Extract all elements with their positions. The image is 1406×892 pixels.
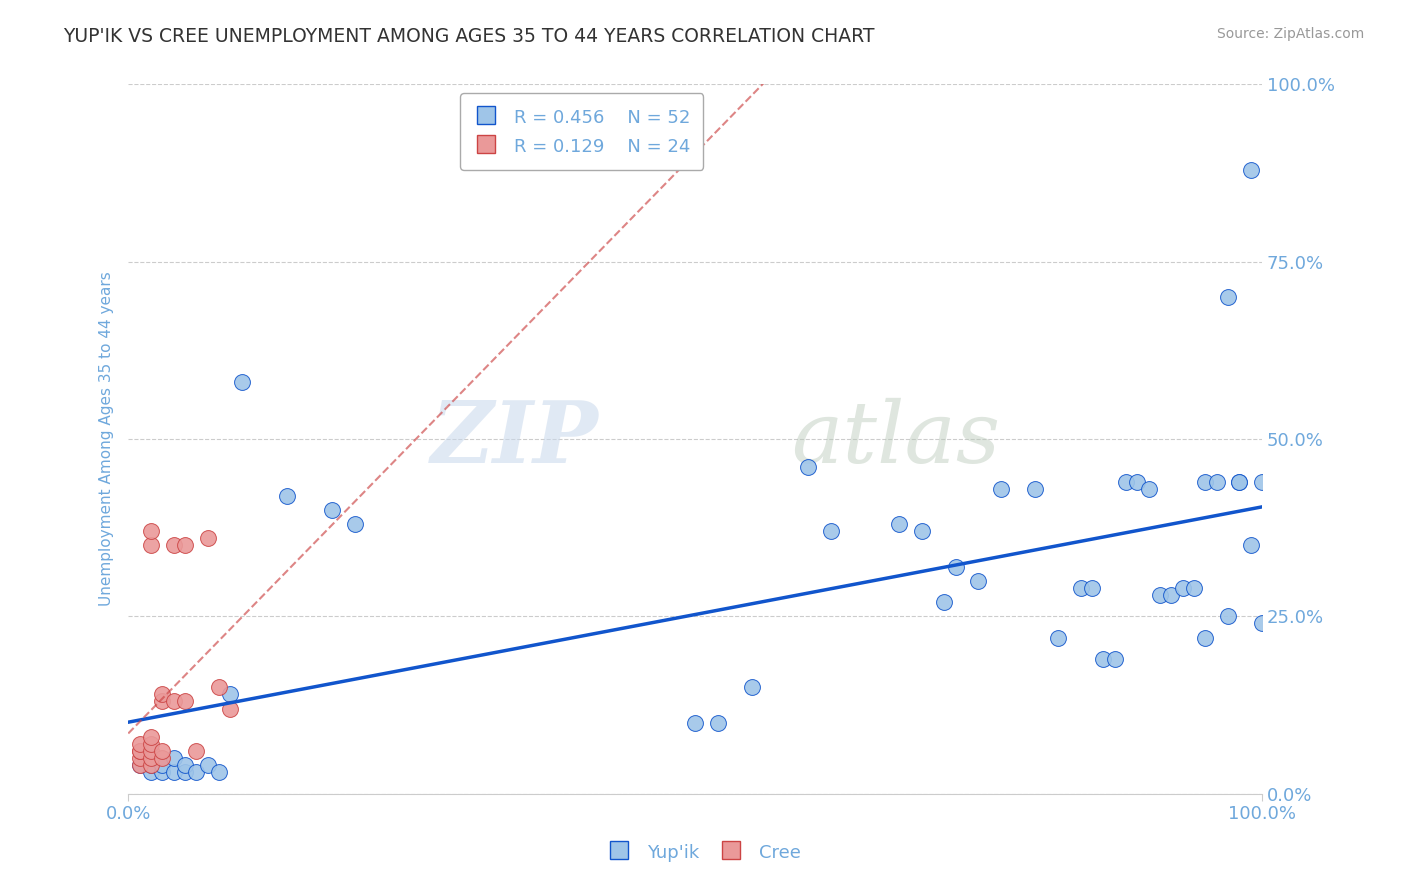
Point (1216, 609, 1239, 624)
Point (1126, 475, 1149, 489)
Point (128, 751, 150, 765)
Point (1251, 616, 1274, 631)
Point (1182, 581, 1205, 595)
Point (139, 524, 162, 539)
Point (186, 744, 208, 758)
Point (967, 574, 990, 588)
Point (1171, 581, 1194, 595)
Point (174, 765, 197, 780)
Point (1104, 652, 1126, 666)
Point (128, 737, 150, 751)
Point (1070, 581, 1092, 595)
Point (1092, 652, 1115, 666)
Text: YUP'IK VS CREE UNEMPLOYMENT AMONG AGES 35 TO 44 YEARS CORRELATION CHART: YUP'IK VS CREE UNEMPLOYMENT AMONG AGES 3… (63, 27, 875, 45)
Point (128, 758, 150, 772)
Point (1115, 475, 1137, 489)
Point (128, 744, 150, 758)
Point (128, 758, 150, 772)
Point (1227, 475, 1250, 489)
Point (139, 538, 162, 552)
Point (174, 758, 197, 772)
Point (208, 765, 231, 780)
Point (197, 758, 219, 772)
Point (1205, 475, 1227, 489)
Point (128, 744, 150, 758)
Point (139, 730, 162, 744)
Text: ZIP: ZIP (430, 397, 599, 481)
Point (150, 694, 173, 708)
Point (139, 744, 162, 758)
Point (1160, 588, 1182, 602)
Point (162, 694, 184, 708)
Point (887, 517, 910, 532)
Point (174, 538, 197, 552)
Point (343, 517, 366, 532)
Point (150, 758, 173, 772)
Point (150, 751, 173, 765)
Point (1251, 475, 1274, 489)
Point (820, 524, 842, 539)
Point (219, 701, 242, 715)
Point (1194, 475, 1216, 489)
Text: Source: ZipAtlas.com: Source: ZipAtlas.com (1216, 27, 1364, 41)
Point (797, 460, 820, 475)
Point (1239, 538, 1261, 552)
Point (186, 765, 208, 780)
Point (1227, 475, 1250, 489)
Point (321, 503, 343, 517)
Legend: Yup'ik, Cree: Yup'ik, Cree (595, 830, 811, 874)
Point (174, 694, 197, 708)
Point (1239, 162, 1261, 177)
Point (197, 532, 219, 546)
Point (139, 758, 162, 772)
Point (990, 482, 1012, 496)
Point (162, 538, 184, 552)
Point (911, 524, 934, 539)
Point (162, 751, 184, 765)
Point (150, 765, 173, 780)
Point (741, 681, 763, 695)
Point (683, 715, 706, 730)
Point (934, 595, 956, 609)
Point (231, 376, 253, 390)
Text: atlas: atlas (792, 398, 1001, 481)
Point (1024, 482, 1046, 496)
Point (208, 681, 231, 695)
Point (1149, 588, 1171, 602)
Point (162, 765, 184, 780)
Point (139, 758, 162, 772)
Point (139, 765, 162, 780)
Point (706, 715, 728, 730)
Point (276, 489, 298, 503)
Point (1216, 290, 1239, 304)
Legend: R = 0.456    N = 52, R = 0.129    N = 24: R = 0.456 N = 52, R = 0.129 N = 24 (460, 94, 703, 170)
Point (1137, 482, 1160, 496)
Point (1046, 631, 1069, 645)
Y-axis label: Unemployment Among Ages 35 to 44 years: Unemployment Among Ages 35 to 44 years (100, 272, 114, 607)
Point (1081, 581, 1104, 595)
Point (150, 687, 173, 701)
Point (945, 559, 967, 574)
Point (139, 751, 162, 765)
Point (1194, 631, 1216, 645)
Point (139, 737, 162, 751)
Point (150, 744, 173, 758)
Point (219, 687, 242, 701)
